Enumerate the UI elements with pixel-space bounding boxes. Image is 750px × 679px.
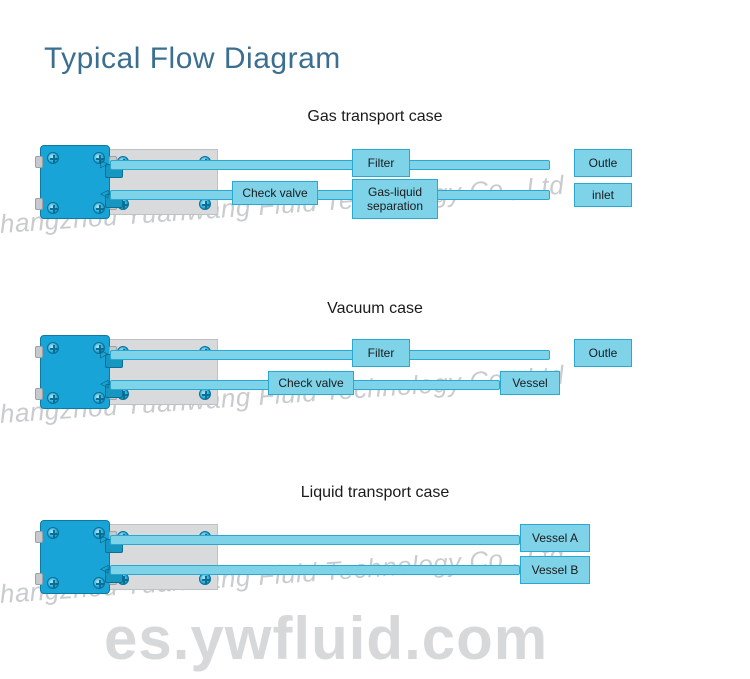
pump-assembly [40,520,110,594]
flow-node: inlet [574,183,632,207]
bolt-icon [35,346,43,358]
pump-assembly [40,335,110,409]
flow-node: Filter [352,149,410,177]
pump-body [40,335,110,409]
bolt-icon [35,573,43,585]
flow-diagram: ▷ ◁ Filter Outle Check valve Gas-liquid separ… [0,145,750,235]
case-title: Vacuum case [0,300,750,318]
flow-diagram: ▷ ◁ Vessel A Vessel B [0,520,750,610]
flow-node: Check valve [268,371,354,395]
screw-icon [47,392,59,404]
page-title: Typical Flow Diagram [44,42,341,76]
flow-node: Outle [574,339,632,367]
screw-icon [47,527,59,539]
screw-icon [47,342,59,354]
screw-icon [47,152,59,164]
screw-icon [47,202,59,214]
screw-icon [93,202,105,214]
bolt-icon [35,531,43,543]
flow-node: Filter [352,339,410,367]
pump-body [40,145,110,219]
bolt-icon [35,198,43,210]
pump-back-plate [108,149,218,215]
flow-node: Check valve [232,181,318,205]
pump-body [40,520,110,594]
pump-back-plate [108,339,218,405]
tube-line [110,190,550,200]
tube-line [110,350,550,360]
arrow-left-icon: ◁ [100,189,108,200]
tube-line [110,535,520,545]
pump-assembly [40,145,110,219]
flow-node: Outle [574,149,632,177]
arrow-right-icon: ▷ [100,349,108,360]
case-title: Liquid transport case [0,484,750,502]
flow-node: Gas-liquid separation [352,179,438,219]
arrow-left-icon: ◁ [100,564,108,575]
flow-node: Vessel B [520,556,590,584]
tube-line [110,565,520,575]
flow-node: Vessel [500,371,560,395]
flow-diagram: ▷ ◁ Filter Outle Check valve Vessel [0,335,750,425]
screw-icon [93,577,105,589]
case-title: Gas transport case [0,108,750,126]
watermark-domain: es.ywfluid.com [104,604,548,673]
arrow-right-icon: ▷ [100,159,108,170]
flow-node: Vessel A [520,524,590,552]
tube-line [110,160,550,170]
pump-back-plate [108,524,218,590]
screw-icon [47,577,59,589]
arrow-right-icon: ▷ [100,534,108,545]
arrow-left-icon: ◁ [100,379,108,390]
screw-icon [93,392,105,404]
bolt-icon [35,388,43,400]
bolt-icon [35,156,43,168]
